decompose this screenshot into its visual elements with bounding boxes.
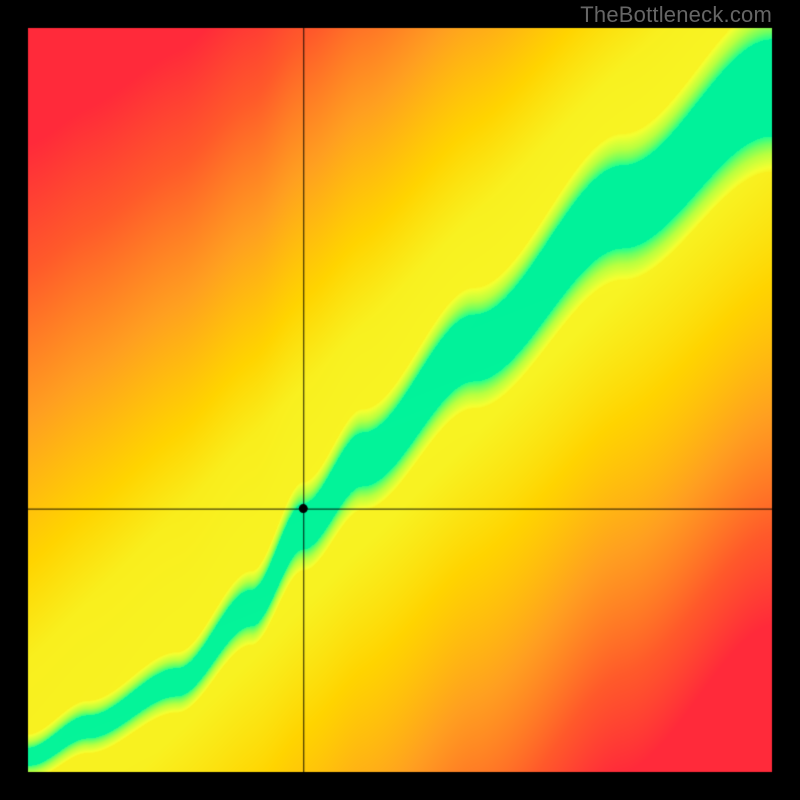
watermark-label: TheBottleneck.com: [580, 2, 772, 28]
chart-container: TheBottleneck.com: [0, 0, 800, 800]
heatmap-canvas: [0, 0, 800, 800]
